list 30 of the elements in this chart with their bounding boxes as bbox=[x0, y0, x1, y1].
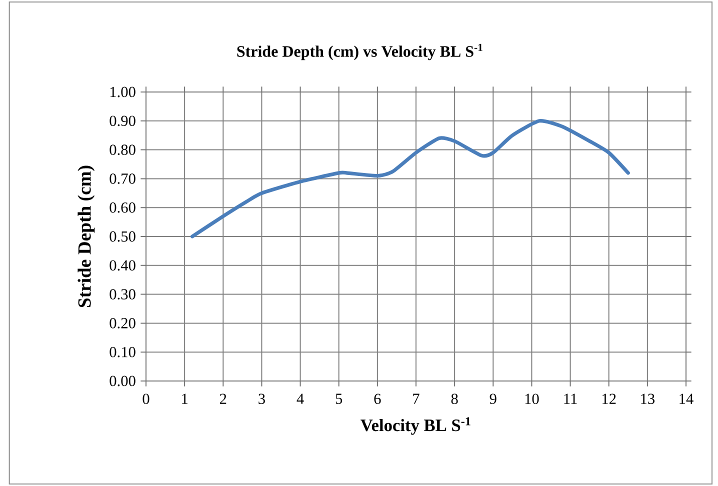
y-tick-label: 0.60 bbox=[110, 202, 136, 213]
y-tick-label: 0.40 bbox=[110, 260, 136, 271]
x-tick-label: 2 bbox=[220, 394, 226, 404]
y-tick-label: 1.00 bbox=[110, 86, 136, 98]
y-axis-title: Stride Depth (cm) bbox=[78, 166, 95, 308]
x-tick-label: 5 bbox=[336, 394, 342, 404]
x-tick-label: 11 bbox=[564, 394, 577, 404]
line-series bbox=[190, 119, 630, 238]
y-tick-label: 0.90 bbox=[110, 116, 136, 126]
y-tick-label: 0.80 bbox=[110, 144, 136, 155]
x-tick-label: 9 bbox=[490, 394, 496, 404]
y-tick-label: 0.10 bbox=[110, 346, 136, 358]
chart-title: Stride Depth (cm) vs Velocity BL S$^{-1}$ bbox=[237, 44, 482, 60]
x-axis-title: Velocity BL S$^{-1}$ bbox=[360, 417, 470, 435]
x-tick-label: 0 bbox=[142, 394, 150, 404]
x-tick-label: 14 bbox=[680, 394, 694, 404]
x-tick-label: 1 bbox=[182, 394, 188, 404]
y-tick-label: 0.50 bbox=[110, 231, 136, 242]
y-tick-label: 0.30 bbox=[110, 289, 136, 300]
x-tick-label: 6 bbox=[374, 394, 381, 404]
x-tick-label: 8 bbox=[451, 394, 458, 404]
y-tick-label: 0.00 bbox=[110, 376, 136, 386]
x-tick-label: 7 bbox=[413, 394, 420, 404]
x-tick-label: 3 bbox=[258, 394, 265, 404]
y-tick-label: 0.20 bbox=[110, 318, 136, 328]
y-tick-label: 0.70 bbox=[110, 174, 136, 184]
x-tick-label: 10 bbox=[525, 394, 539, 404]
x-tick-label: 13 bbox=[641, 394, 654, 404]
x-tick-label: 12 bbox=[602, 394, 616, 404]
x-tick-label: 4 bbox=[296, 394, 304, 404]
